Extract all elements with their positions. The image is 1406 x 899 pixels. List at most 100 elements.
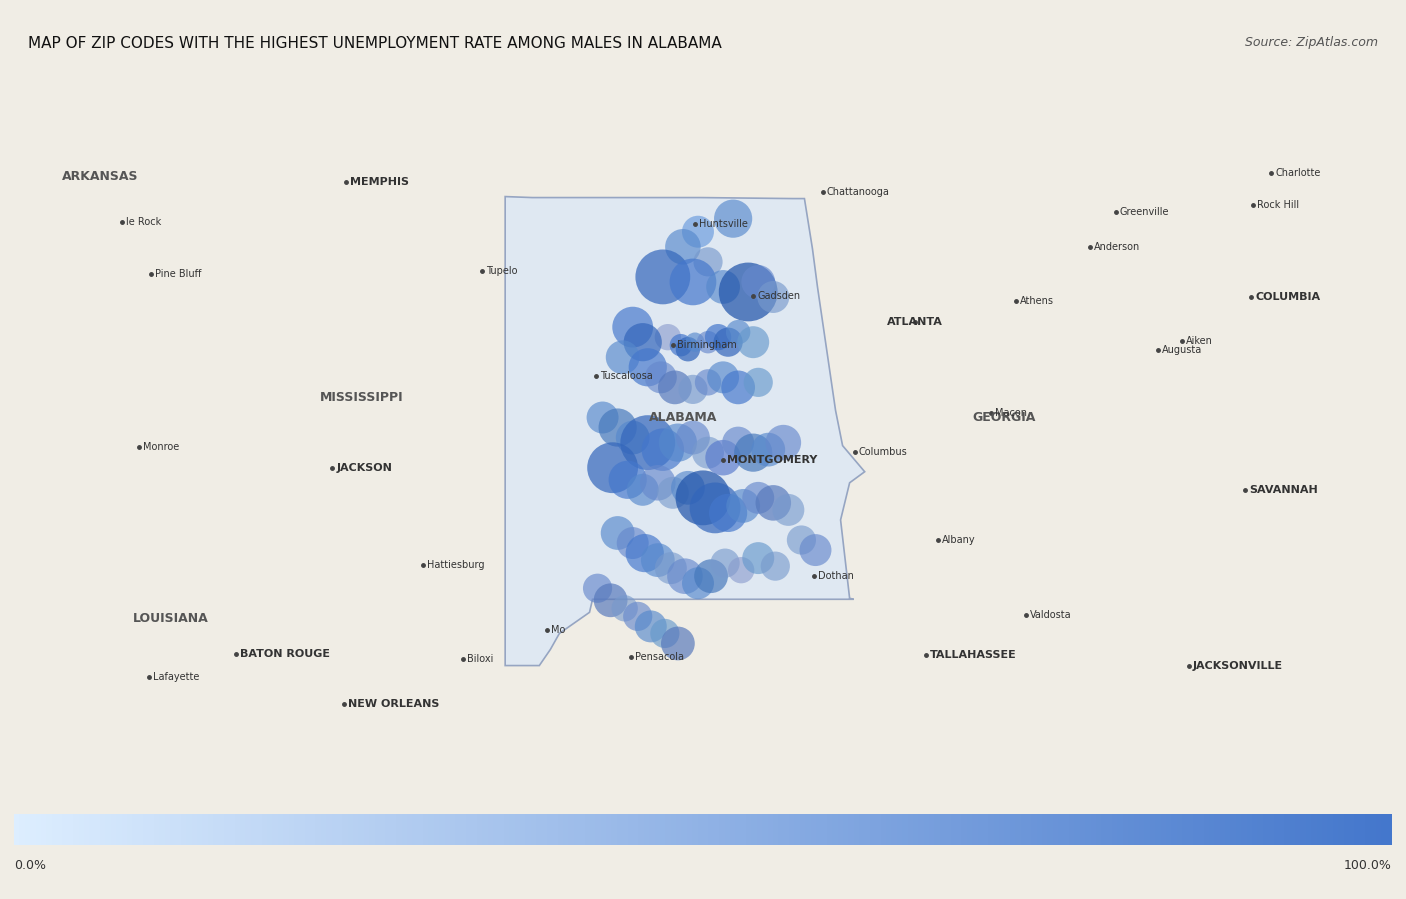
Point	[662, 485, 685, 500]
Point	[721, 211, 744, 226]
Point	[651, 270, 673, 284]
Text: Mo: Mo	[551, 626, 565, 636]
Point	[683, 335, 706, 350]
Text: Monroe: Monroe	[142, 441, 179, 451]
Point	[599, 593, 621, 608]
Text: ARKANSAS: ARKANSAS	[62, 170, 139, 183]
Point	[640, 619, 662, 634]
Point	[762, 495, 785, 510]
Point	[606, 421, 628, 435]
Point	[672, 240, 695, 254]
Point	[692, 491, 714, 505]
Text: Lafayette: Lafayette	[153, 672, 200, 681]
Text: MONTGOMERY: MONTGOMERY	[727, 455, 817, 465]
Point	[664, 380, 686, 395]
Text: BATON ROUGE: BATON ROUGE	[240, 648, 330, 658]
Polygon shape	[505, 197, 865, 665]
Point	[612, 350, 634, 364]
Point	[666, 435, 689, 450]
Text: ATLANTA: ATLANTA	[887, 317, 943, 327]
Point	[676, 481, 699, 495]
Point	[711, 370, 734, 385]
Point	[730, 563, 752, 577]
Point	[697, 446, 720, 460]
Text: Pensacola: Pensacola	[634, 652, 683, 662]
Point	[669, 338, 692, 352]
Point	[727, 380, 749, 395]
Text: Athens: Athens	[1021, 296, 1054, 306]
Point	[717, 335, 740, 350]
Text: MISSISSIPPI: MISSISSIPPI	[319, 391, 404, 404]
Point	[637, 435, 659, 450]
Point	[711, 280, 734, 294]
Point	[686, 576, 709, 591]
Point	[697, 335, 720, 350]
Text: Valdosta: Valdosta	[1031, 610, 1071, 620]
Text: ALABAMA: ALABAMA	[648, 411, 717, 424]
Point	[747, 375, 769, 389]
Point	[666, 636, 689, 651]
Point	[592, 410, 614, 424]
Point	[650, 370, 672, 385]
Point	[676, 342, 699, 356]
Text: Macon: Macon	[995, 408, 1028, 419]
Text: Tupelo: Tupelo	[486, 266, 517, 276]
Point	[682, 382, 704, 396]
Point	[697, 375, 720, 389]
Point	[631, 335, 654, 350]
Text: SAVANNAH: SAVANNAH	[1250, 485, 1317, 494]
Point	[704, 501, 727, 515]
Point	[637, 360, 659, 375]
Text: JACKSONVILLE: JACKSONVILLE	[1194, 661, 1284, 671]
Text: Hattiesburg: Hattiesburg	[427, 560, 484, 570]
Point	[659, 561, 682, 575]
Point	[733, 499, 755, 513]
Point	[747, 275, 769, 289]
Point	[602, 460, 624, 475]
Text: Birmingham: Birmingham	[676, 340, 737, 351]
Text: Gadsden: Gadsden	[758, 291, 800, 301]
Point	[747, 491, 769, 505]
Text: le Rock: le Rock	[125, 217, 160, 227]
Point	[747, 551, 769, 565]
Point	[804, 543, 827, 557]
Point	[621, 431, 644, 445]
Point	[647, 476, 669, 490]
Text: Dothan: Dothan	[818, 571, 855, 581]
Point	[711, 450, 734, 465]
Point	[762, 289, 785, 304]
Text: Aiken: Aiken	[1187, 336, 1213, 346]
Text: NEW ORLEANS: NEW ORLEANS	[349, 699, 440, 708]
Point	[654, 627, 676, 641]
Point	[606, 526, 628, 540]
Point	[647, 553, 669, 567]
Text: MEMPHIS: MEMPHIS	[350, 176, 409, 186]
Point	[763, 559, 786, 574]
Text: Huntsville: Huntsville	[699, 218, 748, 228]
Point	[657, 330, 679, 344]
Point	[697, 254, 720, 269]
Point	[756, 442, 779, 457]
Text: Greenville: Greenville	[1119, 207, 1170, 217]
Point	[651, 442, 673, 457]
Text: Source: ZipAtlas.com: Source: ZipAtlas.com	[1244, 36, 1378, 49]
Text: Tuscaloosa: Tuscaloosa	[599, 371, 652, 381]
Text: Albany: Albany	[942, 535, 976, 545]
Point	[772, 435, 794, 450]
Text: 0.0%: 0.0%	[14, 859, 46, 871]
Point	[727, 435, 749, 450]
Text: Rock Hill: Rock Hill	[1257, 200, 1299, 209]
Point	[586, 581, 609, 595]
Point	[737, 285, 759, 299]
Text: Pine Bluff: Pine Bluff	[155, 269, 201, 279]
Point	[682, 275, 704, 289]
Text: Anderson: Anderson	[1094, 242, 1140, 252]
Point	[742, 335, 765, 350]
Text: COLUMBIA: COLUMBIA	[1256, 292, 1320, 302]
Point	[686, 225, 709, 239]
Point	[778, 503, 800, 517]
Point	[621, 536, 644, 550]
Point	[727, 325, 749, 339]
Point	[742, 446, 765, 460]
Point	[673, 569, 696, 583]
